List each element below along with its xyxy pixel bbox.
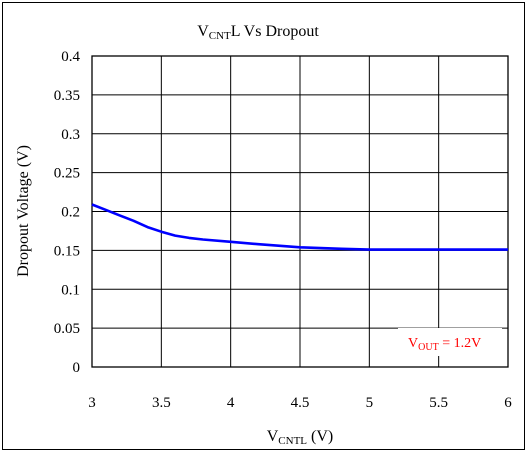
annotation-text: VOUT = 1.2V: [408, 336, 481, 353]
x-tick-label: 6: [504, 395, 512, 411]
annotation-sub: OUT: [418, 342, 439, 353]
x-axis-label-rest: (V): [307, 428, 333, 445]
series-line: [91, 203, 508, 251]
x-axis-label: VCNTL (V): [267, 428, 334, 447]
x-tick-label: 5.5: [429, 395, 448, 411]
tick-labels: 3 3.5 4 4.5 5 5.5 6 0 0.05 0.1 0.15 0.2 0.25 0.3 0.35 0…: [54, 49, 513, 411]
annotation-main: V: [408, 336, 418, 351]
y-tick-label: 0.1: [61, 282, 80, 298]
y-tick-label: 0.05: [54, 321, 80, 337]
plot-area-border: [91, 55, 509, 368]
chart-frame: [2, 2, 525, 450]
y-tick-label: 0.4: [61, 49, 80, 65]
y-tick-label: 0.2: [61, 205, 80, 221]
chart-title-sub: CNT: [209, 30, 231, 42]
x-tick-label: 3.5: [152, 395, 171, 411]
y-tick-label: 0.35: [54, 88, 80, 104]
y-axis-label: Dropout Voltage (V): [15, 145, 32, 277]
series-group: [91, 203, 508, 251]
annotation-box: [398, 328, 502, 356]
x-tick-label: 5: [366, 395, 374, 411]
x-tick-label: 4: [227, 395, 235, 411]
y-tick-label: 0: [73, 360, 81, 376]
grid-lines: [91, 55, 509, 368]
x-tick-label: 3: [88, 395, 96, 411]
annotation-rest: = 1.2V: [439, 336, 482, 351]
chart-title-main: V: [197, 23, 209, 40]
chart-title: VCNTL Vs Dropout: [197, 23, 319, 42]
x-axis-label-sub: CNTL: [278, 435, 307, 447]
y-tick-label: 0.3: [61, 127, 80, 143]
y-tick-label: 0.25: [54, 166, 80, 182]
chart-title-rest: L Vs Dropout: [231, 23, 320, 40]
x-axis-label-main: V: [267, 428, 279, 445]
x-tick-label: 4.5: [291, 395, 310, 411]
y-tick-label: 0.15: [54, 243, 80, 259]
